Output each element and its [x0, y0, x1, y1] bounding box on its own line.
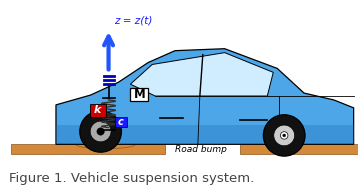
Text: M: M	[134, 88, 145, 101]
Text: z = z(t): z = z(t)	[115, 15, 153, 25]
Circle shape	[90, 121, 111, 142]
Circle shape	[280, 132, 288, 139]
Circle shape	[283, 134, 286, 137]
Circle shape	[264, 115, 305, 156]
Circle shape	[97, 128, 104, 135]
Circle shape	[80, 111, 121, 152]
Ellipse shape	[76, 140, 135, 149]
Text: Figure 1. Vehicle suspension system.: Figure 1. Vehicle suspension system.	[9, 172, 255, 185]
Polygon shape	[56, 125, 354, 144]
Bar	[11, 144, 165, 154]
Text: Road bump: Road bump	[175, 145, 227, 154]
FancyBboxPatch shape	[90, 104, 106, 117]
FancyBboxPatch shape	[115, 117, 127, 127]
Bar	[239, 144, 358, 154]
Circle shape	[274, 125, 295, 146]
Polygon shape	[130, 53, 273, 96]
Text: k: k	[94, 105, 101, 115]
Polygon shape	[56, 49, 354, 144]
FancyBboxPatch shape	[130, 88, 148, 101]
Text: c: c	[118, 117, 124, 127]
